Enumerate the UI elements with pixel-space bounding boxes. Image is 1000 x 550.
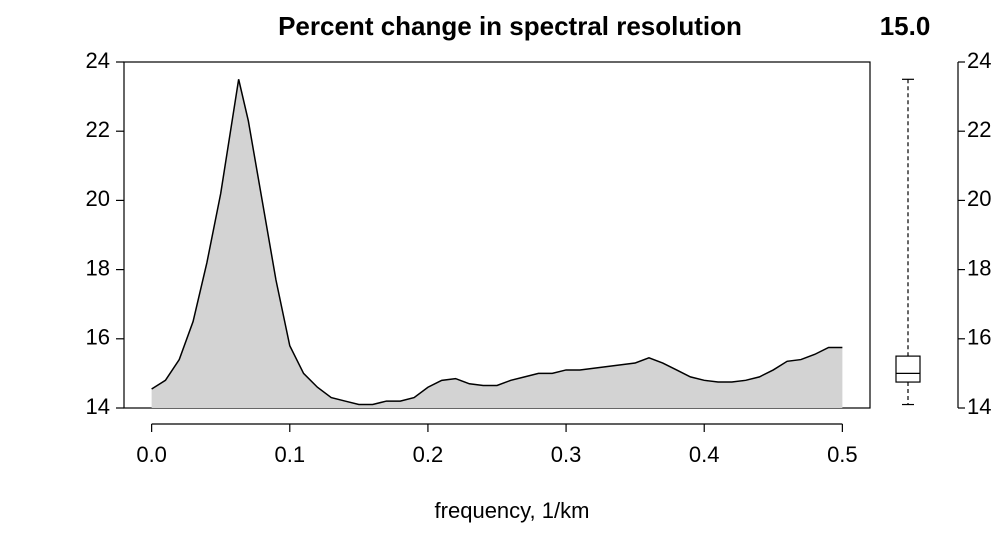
y-tick-label: 16 <box>86 325 110 350</box>
box <box>895 355 921 383</box>
y-tick-label: 22 <box>86 117 110 142</box>
y-tick-label: 14 <box>86 394 110 419</box>
x-tick-label: 0.4 <box>689 442 720 467</box>
y2-tick-label: 14 <box>967 394 991 419</box>
median-annotation: 15.0 <box>880 11 931 41</box>
area-line <box>151 79 843 406</box>
x-axis-label: frequency, 1/km <box>435 498 590 523</box>
y-tick-label: 20 <box>86 186 110 211</box>
y2-tick-label: 18 <box>967 255 991 280</box>
y2-tick-label: 24 <box>967 48 991 73</box>
x-tick-label: 0.5 <box>827 442 858 467</box>
area-fill <box>151 79 843 409</box>
y2-tick-label: 22 <box>967 117 991 142</box>
y-tick-label: 24 <box>86 48 110 73</box>
x-tick-label: 0.1 <box>274 442 305 467</box>
x-tick-label: 0.2 <box>413 442 444 467</box>
y2-tick-label: 20 <box>967 186 991 211</box>
x-tick-label: 0.0 <box>136 442 167 467</box>
y-tick-label: 18 <box>86 255 110 280</box>
x-tick-label: 0.3 <box>551 442 582 467</box>
y2-tick-label: 16 <box>967 325 991 350</box>
chart-title: Percent change in spectral resolution <box>278 11 742 41</box>
